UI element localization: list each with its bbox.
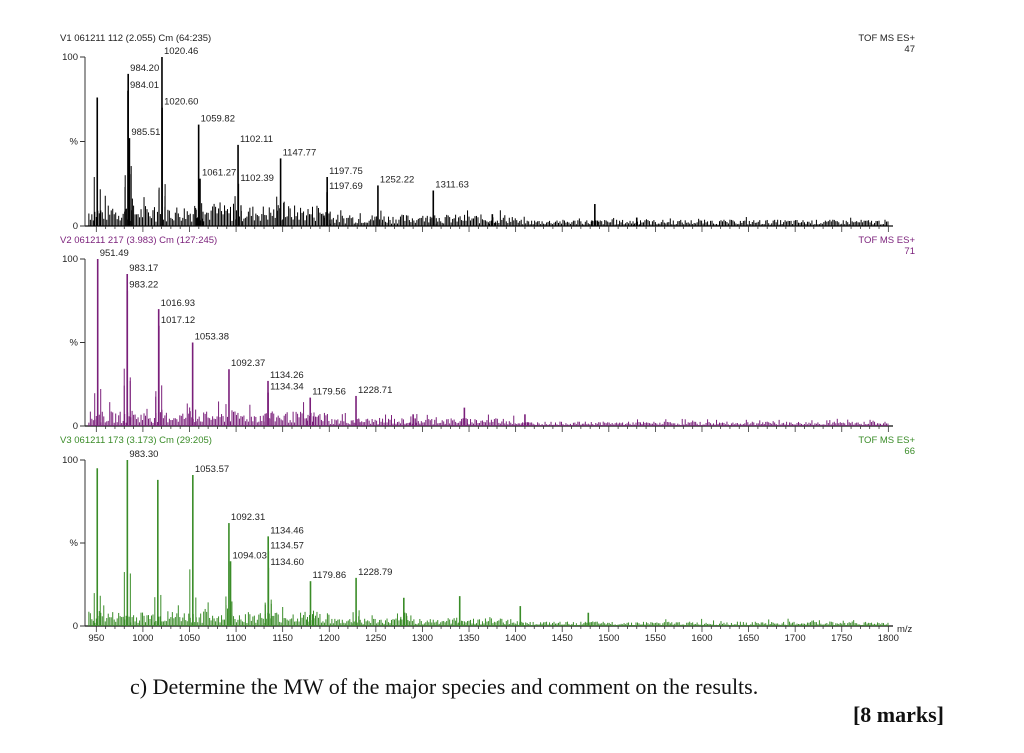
panel-intensity: 47 [904, 44, 915, 55]
x-tick-label: 1400 [505, 633, 526, 644]
x-tick-label: 1700 [785, 633, 806, 644]
panel-mode: TOF MS ES+ [858, 435, 915, 446]
x-tick-label: 1050 [179, 633, 200, 644]
peak-label: 1016.93 [161, 298, 195, 309]
peak-label: 951.49 [100, 248, 129, 259]
x-tick-label: 1350 [458, 633, 479, 644]
y-tick-label: 0 [73, 421, 78, 432]
x-tick-label: 1800 [878, 633, 899, 644]
panel-mode: TOF MS ES+ [858, 235, 915, 246]
peak-label: 983.17 [129, 263, 158, 274]
peak-label: 1053.38 [195, 332, 229, 343]
peak-label: 1197.75 [329, 166, 363, 177]
y-tick-label: 0 [73, 621, 78, 632]
y-tick-label: 100 [62, 52, 78, 63]
question-text: c) Determine the MW of the major species… [130, 674, 759, 699]
x-tick-label: 1000 [132, 633, 153, 644]
x-tick-label: 1250 [365, 633, 386, 644]
peak-label: 1134.60 [270, 557, 304, 568]
panel-header: V3 061211 173 (3.173) Cm (29:205) [60, 435, 212, 446]
peak-label: 1020.60 [164, 97, 198, 108]
x-tick-label: 1550 [645, 633, 666, 644]
x-tick-label: 1500 [598, 633, 619, 644]
peak-label: 1102.11 [240, 134, 273, 145]
panel-intensity: 71 [904, 246, 915, 257]
peak-label: 1020.46 [164, 46, 198, 57]
y-tick-label: 100 [62, 254, 78, 265]
peak-label: 1147.77 [283, 147, 317, 158]
panel-header: V2 061211 217 (3.983) Cm (127:245) [60, 235, 217, 246]
y-tick-label: % [70, 338, 79, 349]
panel-mode: TOF MS ES+ [858, 33, 915, 44]
y-tick-label: % [70, 538, 79, 549]
peak-label: 1094.03 [233, 550, 267, 561]
peak-label: 1179.86 [312, 570, 346, 581]
peak-label: 984.20 [130, 63, 159, 74]
x-tick-label: 1100 [226, 633, 246, 644]
peak-label: 1134.26 [270, 370, 304, 381]
peak-label: 1102.39 [240, 173, 274, 184]
peak-label: 1228.79 [358, 567, 392, 578]
peak-label: 1017.12 [161, 315, 195, 326]
peak-label: 984.01 [130, 80, 159, 91]
panel-header: V1 061211 112 (2.055) Cm (64:235) [60, 33, 211, 44]
peak-label: 1197.69 [329, 181, 363, 192]
x-tick-label: 1450 [552, 633, 573, 644]
peak-label: 983.30 [129, 449, 158, 460]
peak-label: 1059.82 [201, 114, 235, 125]
peak-label: 1053.57 [195, 464, 229, 475]
peak-label: 985.51 [131, 127, 160, 138]
x-tick-label: 950 [88, 633, 104, 644]
peak-label: 1092.31 [231, 512, 265, 523]
x-tick-label: 1300 [412, 633, 433, 644]
x-tick-label: 1650 [738, 633, 759, 644]
panel-intensity: 66 [904, 446, 915, 457]
y-tick-label: 0 [73, 221, 78, 232]
x-tick-label: 1150 [272, 633, 292, 644]
peak-label: 1061.27 [202, 168, 236, 179]
peak-label: 1228.71 [358, 385, 392, 396]
x-tick-label: 1600 [691, 633, 712, 644]
peak-label: 1179.56 [312, 387, 346, 398]
x-axis-label: m/z [897, 624, 913, 635]
y-tick-label: % [70, 137, 79, 148]
peak-label: 1134.57 [270, 540, 304, 551]
peak-label: 1311.63 [435, 180, 469, 191]
y-tick-label: 100 [62, 455, 78, 466]
peak-label: 1134.46 [270, 525, 304, 536]
peak-label: 1092.37 [231, 358, 265, 369]
peak-label: 1134.34 [270, 382, 304, 393]
mass-spectra-figure: V1 061211 112 (2.055) Cm (64:235) TOF MS … [60, 33, 915, 644]
peak-label: 983.22 [129, 280, 158, 291]
marks-label: [8 marks] [852, 702, 944, 727]
x-tick-label: 1750 [831, 633, 852, 644]
x-tick-label: 1200 [319, 633, 340, 644]
peak-label: 1252.22 [380, 174, 414, 185]
